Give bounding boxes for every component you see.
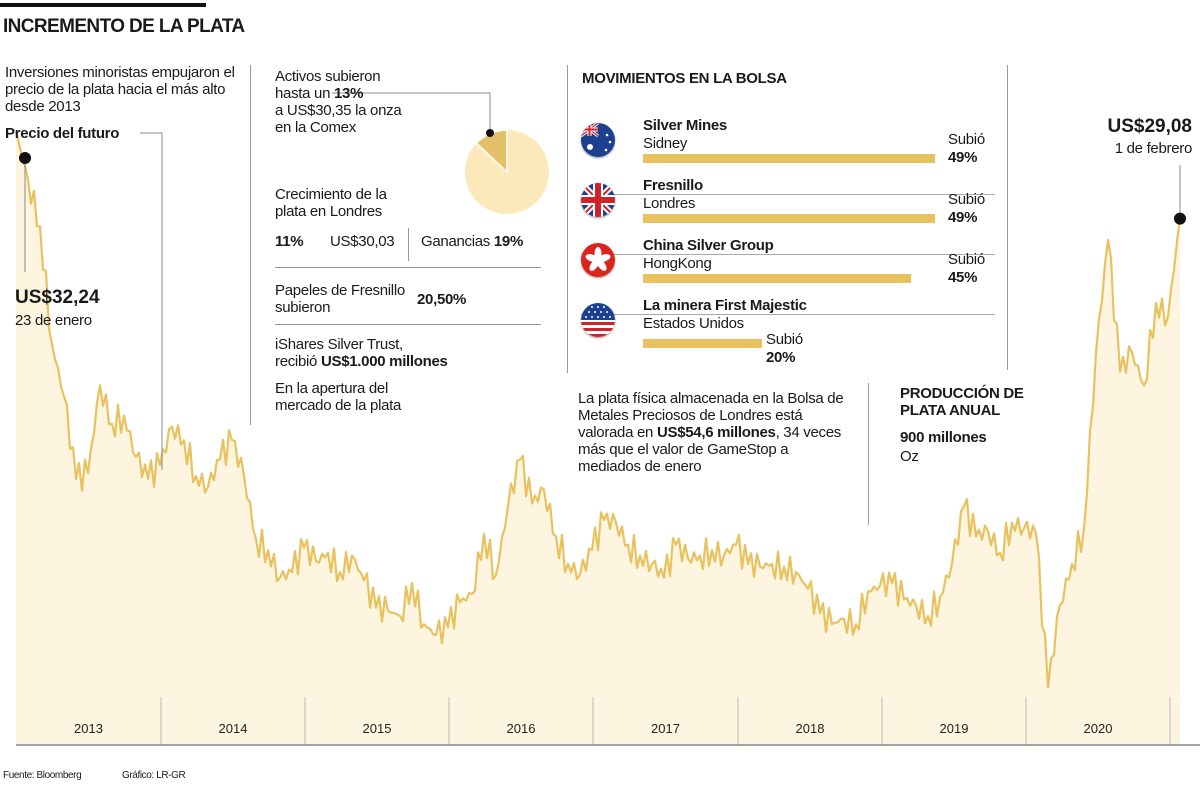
ishares-note: En la apertura del mercado de la plata: [275, 380, 402, 414]
x-tick-label: 2020: [1084, 721, 1113, 736]
comex-line: hasta un 13%: [275, 85, 401, 102]
fresnillo-label: Papeles de Fresnillo subieron: [275, 282, 405, 316]
london-pct: 11%: [275, 233, 304, 250]
fresnillo-value: 20,50%: [417, 291, 467, 308]
x-tick-label: 2017: [651, 721, 680, 736]
row-divider: [581, 254, 995, 255]
company-location: Londres: [643, 195, 696, 212]
comex-line: Activos subieron: [275, 68, 381, 85]
x-tick-label: 2014: [219, 721, 248, 736]
vault-amount: US$54,6 millones: [656, 424, 776, 441]
divider: [275, 267, 541, 268]
end-point-marker: [1174, 212, 1186, 225]
series-label-leader: [140, 132, 163, 470]
comex-text: Activos subieron hasta un 13% a US$30,35…: [275, 68, 402, 136]
ishares-text: iShares Silver Trust, recibió US$1.000 m…: [275, 336, 448, 370]
comex-line: en la Comex: [275, 119, 356, 136]
company-name: China Silver Group: [643, 237, 774, 254]
row-divider: [581, 314, 995, 315]
gain-pct: 49%: [948, 209, 978, 226]
x-tick-label: 2013: [74, 721, 103, 736]
x-tick-label: 2019: [940, 721, 969, 736]
comex-line: a US$30,35 la onza: [275, 102, 402, 119]
gain-bar: [643, 214, 935, 223]
row-divider: [581, 194, 995, 195]
london-price: US$30,03: [330, 233, 395, 250]
australia-flag-icon: [581, 123, 615, 157]
year-band: [16, 690, 1180, 745]
production-value: 900 millones: [900, 429, 987, 446]
vault-pre: La plata física almacenada en la Bolsa d…: [578, 390, 844, 441]
series-label: Precio del futuro: [5, 125, 120, 142]
uk-flag-icon: [581, 183, 615, 217]
gain-label: Subió: [948, 191, 985, 208]
gain-label: Subió: [948, 251, 985, 268]
production-unit: Oz: [900, 448, 919, 465]
company-location: HongKong: [643, 255, 712, 272]
gain-label: Subió: [948, 131, 985, 148]
start-point-marker: [19, 152, 31, 164]
ishares-pre: recibió: [275, 353, 321, 370]
price-area: [16, 131, 1180, 746]
intro-text: Inversiones minoristas empujaron el prec…: [5, 64, 235, 115]
vault-post: , 34 veces más que el valor de GameStop …: [578, 424, 841, 475]
x-tick-label: 2018: [796, 721, 825, 736]
ishares-line: recibió US$1.000 millones: [275, 353, 448, 370]
company-name: La minera First Majestic: [643, 297, 807, 314]
london-gain: Ganancias 19%: [421, 233, 523, 250]
price-line: [14, 131, 1182, 689]
london-vault-text: La plata física almacenada en la Bolsa d…: [578, 390, 848, 475]
gain-bar: [643, 339, 762, 348]
company-location: Estados Unidos: [643, 315, 744, 332]
gain-pct: 45%: [948, 269, 978, 286]
bolsa-heading: MOVIMIENTOS EN LA BOLSA: [582, 70, 787, 87]
divider: [275, 324, 541, 325]
comex-leader: [332, 92, 491, 133]
start-date: 23 de enero: [15, 312, 92, 329]
divider: [567, 65, 568, 373]
comex-pre: hasta un: [275, 85, 335, 102]
usa-flag-icon: [581, 303, 615, 337]
comex-pct: 13%: [334, 85, 364, 102]
footer-credit: Gráfico: LR-GR: [122, 770, 186, 781]
footer-source: Fuente: Bloomberg: [3, 770, 82, 781]
gain-label: Subió: [766, 331, 803, 348]
divider: [408, 228, 409, 261]
end-value: US$29,08: [1107, 116, 1192, 137]
london-heading: Crecimiento de la plata en Londres: [275, 186, 387, 220]
x-tick-label: 2015: [363, 721, 392, 736]
gain-label: Ganancias: [421, 233, 491, 250]
title-rule: [0, 3, 206, 7]
ishares-amount: US$1.000 millones: [320, 353, 448, 370]
company-name: Silver Mines: [643, 117, 727, 134]
start-value: US$32,24: [15, 287, 100, 308]
pie-marker: [486, 129, 494, 137]
production-heading: PRODUCCIÓN DE PLATA ANUAL: [900, 385, 1024, 419]
divider: [1007, 65, 1008, 370]
gain-pct: 49%: [948, 149, 978, 166]
company-name: Fresnillo: [643, 177, 703, 194]
ishares-line: iShares Silver Trust,: [275, 336, 403, 353]
hongkong-flag-icon: [581, 243, 615, 277]
divider: [868, 383, 869, 525]
company-location: Sidney: [643, 135, 688, 152]
gain-value: 19%: [493, 233, 524, 250]
page-title: INCREMENTO DE LA PLATA: [3, 16, 245, 37]
gain-bar: [643, 274, 911, 283]
x-tick-label: 2016: [507, 721, 536, 736]
end-date: 1 de febrero: [1114, 140, 1193, 157]
divider: [250, 65, 251, 425]
gain-pct: 20%: [766, 349, 796, 366]
comex-pie: [465, 129, 549, 214]
gain-bar: [643, 154, 935, 163]
